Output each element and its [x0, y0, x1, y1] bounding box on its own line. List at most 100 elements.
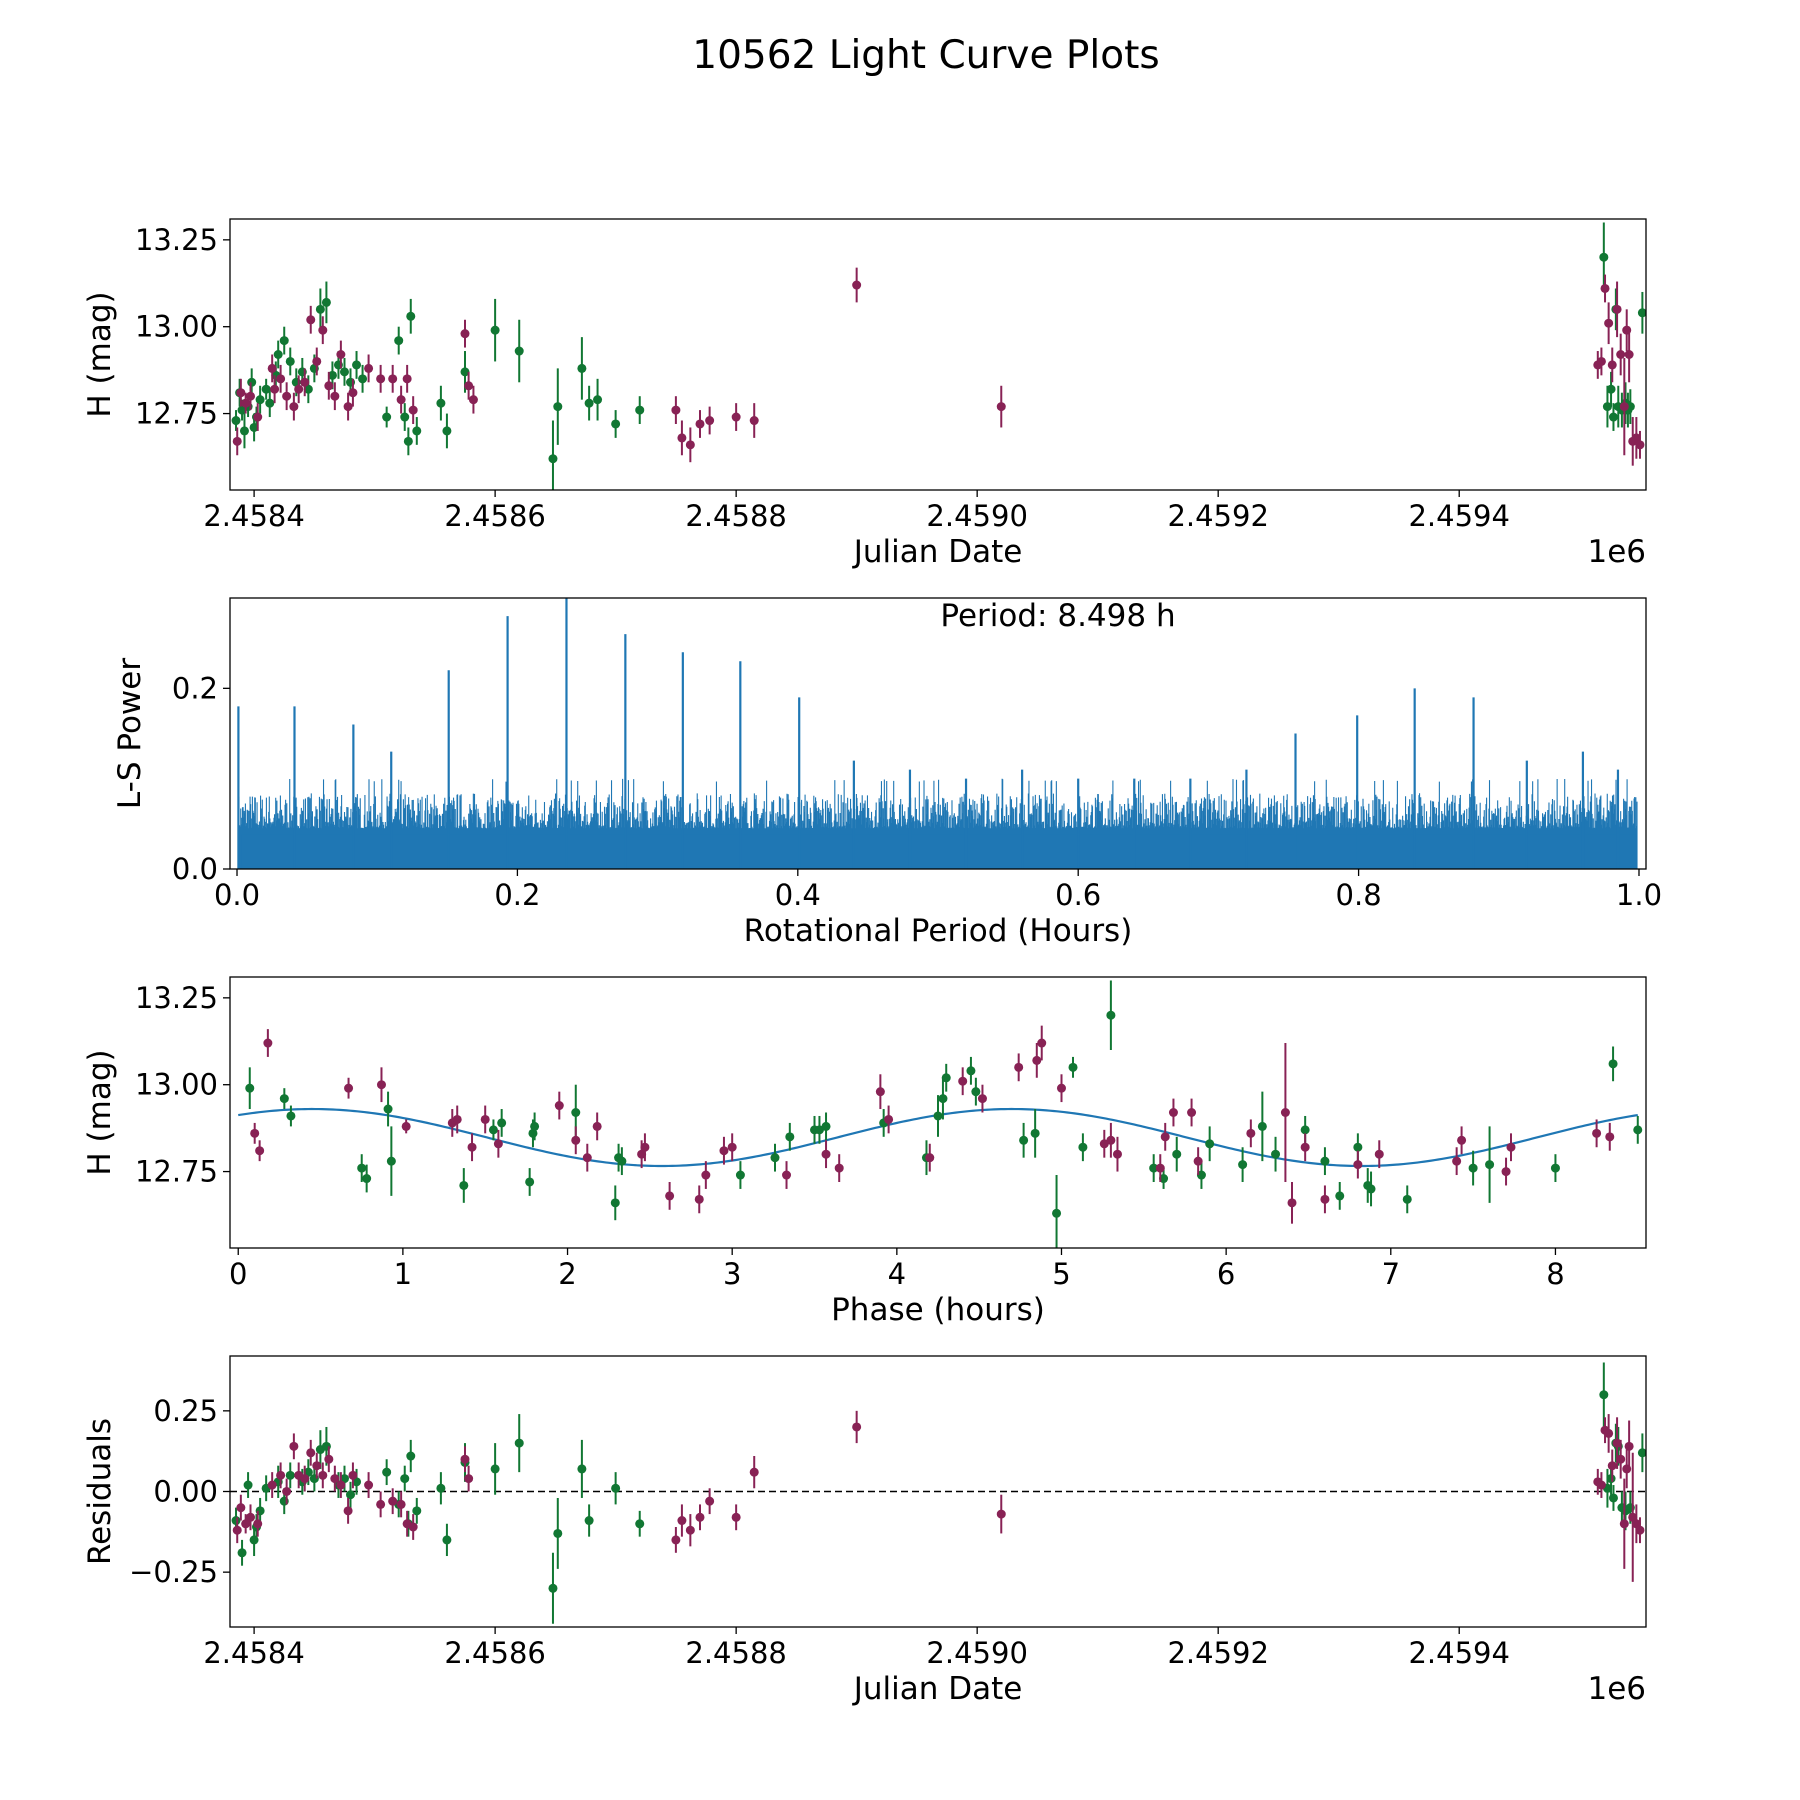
- panel-resid: 2.4584 2.4586 2.4588 2.4590 2.4592 2.4594 −0.2…: [82, 1355, 1647, 1707]
- data-point: [294, 384, 304, 394]
- data-point: [671, 405, 681, 415]
- data-point: [490, 1464, 500, 1474]
- data-point: [243, 1480, 253, 1490]
- data-point: [232, 436, 242, 446]
- data-point: [735, 1170, 745, 1180]
- data-point: [1335, 1191, 1345, 1201]
- data-point: [364, 363, 374, 373]
- panel-ls: 0.0 0.2 0.4 0.6 0.8 1.0 0.0 0.2 Rotational Perio…: [112, 597, 1662, 949]
- data-point: [236, 388, 246, 398]
- lc-data: [231, 222, 1646, 490]
- data-point: [255, 395, 265, 405]
- data-point: [376, 1499, 386, 1509]
- data-point: [306, 315, 316, 325]
- data-point: [1056, 1083, 1066, 1093]
- data-point: [1271, 1149, 1281, 1159]
- x-tick-label: 2.4588: [685, 499, 786, 533]
- data-point: [382, 1467, 392, 1477]
- data-point: [1604, 318, 1614, 328]
- data-point: [695, 419, 705, 429]
- phase-data: [238, 980, 1643, 1248]
- data-point: [1106, 1010, 1116, 1020]
- data-point: [312, 356, 322, 366]
- data-point: [640, 1142, 650, 1152]
- resid-ylabel: Residuals: [82, 1418, 118, 1565]
- data-point: [253, 412, 263, 422]
- data-point: [1032, 1055, 1042, 1065]
- lc-ylabel: H (mag): [82, 291, 118, 417]
- data-point: [412, 426, 422, 436]
- x-tick-label: 4: [888, 1257, 906, 1291]
- x-tick-label: 2.4590: [926, 499, 1027, 533]
- data-point: [464, 381, 474, 391]
- x-tick-label: 1.0: [1616, 878, 1662, 912]
- period-annotation: Period: 8.498 h: [940, 598, 1175, 634]
- data-point: [584, 1516, 594, 1526]
- data-point: [1106, 1135, 1116, 1145]
- data-point: [303, 384, 313, 394]
- data-point: [460, 329, 470, 339]
- y-tick-label: 12.75: [135, 397, 218, 431]
- data-point: [705, 416, 715, 426]
- data-point: [388, 374, 398, 384]
- data-point: [460, 367, 470, 377]
- data-point: [1599, 1390, 1609, 1400]
- x-tick-label: 6: [1217, 1257, 1235, 1291]
- data-point: [1205, 1139, 1215, 1149]
- data-point: [1353, 1142, 1363, 1152]
- resid-xlabel: Julian Date: [852, 1671, 1023, 1707]
- data-point: [286, 1111, 296, 1121]
- data-point: [731, 1512, 741, 1522]
- data-point: [396, 395, 406, 405]
- x-tick-label: 2.4586: [444, 499, 545, 533]
- data-point: [362, 1174, 372, 1184]
- data-point: [408, 405, 418, 415]
- data-point: [1485, 1160, 1495, 1170]
- data-point: [665, 1191, 675, 1201]
- data-point: [610, 1198, 620, 1208]
- x-tick-label: 7: [1382, 1257, 1400, 1291]
- data-point: [996, 402, 1006, 412]
- y-tick-label: 0.0: [172, 852, 218, 886]
- lc-offset-label: 1e6: [1587, 534, 1646, 570]
- data-point: [1280, 1108, 1290, 1117]
- data-point: [685, 440, 695, 450]
- data-point: [493, 1139, 503, 1149]
- x-tick-label: 5: [1052, 1257, 1070, 1291]
- data-point: [1037, 1038, 1047, 1048]
- data-point: [436, 398, 446, 408]
- y-tick-label: 12.75: [135, 1155, 218, 1189]
- data-point: [1592, 1128, 1602, 1138]
- data-point: [571, 1108, 581, 1117]
- data-point: [402, 374, 412, 384]
- data-point: [237, 1548, 247, 1558]
- data-point: [282, 1487, 292, 1496]
- data-point: [637, 1149, 647, 1159]
- x-tick-label: 2: [558, 1257, 576, 1291]
- data-point: [977, 1094, 987, 1104]
- data-point: [1374, 1149, 1384, 1159]
- data-point: [480, 1114, 490, 1124]
- data-point: [343, 1506, 353, 1516]
- data-point: [245, 391, 255, 401]
- data-point: [497, 1118, 507, 1128]
- data-point: [514, 1438, 524, 1448]
- data-point: [1402, 1194, 1412, 1204]
- data-point: [635, 405, 645, 415]
- data-point: [1078, 1142, 1088, 1152]
- lc-frame: [229, 218, 1647, 491]
- x-tick-label: 8: [1546, 1257, 1564, 1291]
- data-point: [685, 1525, 695, 1535]
- lc-xlabel: Julian Date: [852, 534, 1023, 570]
- data-point: [958, 1076, 968, 1086]
- data-point: [695, 1512, 705, 1522]
- data-point: [1616, 350, 1626, 359]
- data-point: [996, 1509, 1006, 1519]
- y-tick-label: −0.25: [129, 1555, 218, 1589]
- data-point: [273, 350, 283, 359]
- data-point: [1616, 1454, 1626, 1464]
- data-point: [1196, 1170, 1206, 1180]
- data-point: [1320, 1156, 1330, 1166]
- data-point: [1052, 1208, 1062, 1218]
